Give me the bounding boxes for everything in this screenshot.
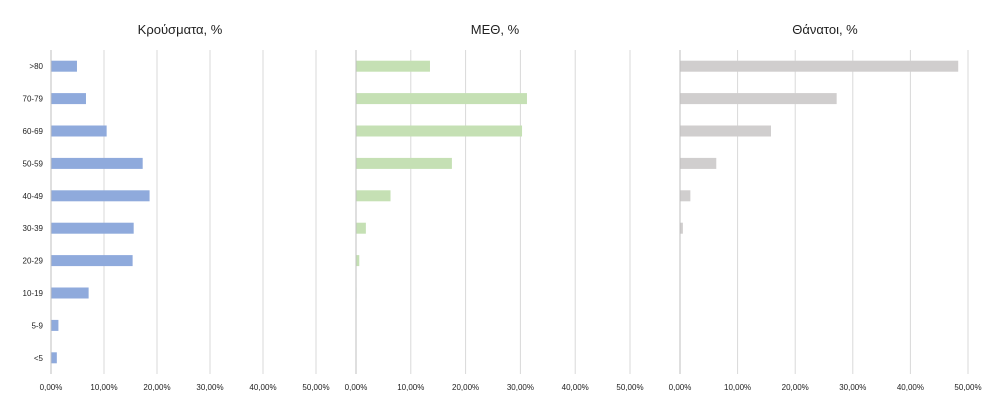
bar-cases xyxy=(51,60,77,72)
bar-deaths xyxy=(680,157,717,169)
bar-icu xyxy=(356,157,452,169)
x-tick-label-deaths: 40,00% xyxy=(897,383,924,392)
x-tick-label-cases: 50,00% xyxy=(302,383,329,392)
x-tick-label-deaths: 0,00% xyxy=(669,383,692,392)
bar-cases xyxy=(51,125,107,137)
bar-cases xyxy=(51,352,57,364)
bar-deaths xyxy=(680,93,837,105)
x-tick-label-cases: 40,00% xyxy=(249,383,276,392)
category-label: 50-59 xyxy=(23,159,44,168)
bar-icu xyxy=(356,255,360,267)
bar-icu xyxy=(356,125,523,137)
bar-cases xyxy=(51,157,143,169)
bar-deaths xyxy=(680,190,691,202)
category-label: >80 xyxy=(29,62,43,71)
x-tick-label-cases: 30,00% xyxy=(196,383,223,392)
bar-deaths xyxy=(680,60,959,72)
panel-title-cases: Κρούσματα, % xyxy=(138,22,223,37)
category-label: 5-9 xyxy=(31,321,43,330)
panel-cases: Κρούσματα, % 0,00% 10,00% 20,00% 30,00% 40,0… xyxy=(23,22,330,392)
x-tick-label-deaths: 20,00% xyxy=(782,383,809,392)
category-label: 70-79 xyxy=(23,95,44,104)
bar-cases xyxy=(51,255,133,267)
bar-deaths xyxy=(680,125,772,137)
panel-icu: ΜΕΘ, % 0,00% 10,00% 20,00% 30,00% 40,00% 50,0… xyxy=(345,22,644,392)
x-tick-label-cases: 20,00% xyxy=(143,383,170,392)
bar-deaths xyxy=(680,222,683,234)
bar-cases xyxy=(51,287,89,299)
x-tick-label-cases: 10,00% xyxy=(90,383,117,392)
x-tick-label-deaths: 50,00% xyxy=(954,383,981,392)
panel-title-icu: ΜΕΘ, % xyxy=(471,22,520,37)
x-tick-label-icu: 40,00% xyxy=(562,383,589,392)
bar-icu xyxy=(356,60,430,72)
category-label: 20-29 xyxy=(23,257,44,266)
x-tick-label-icu: 30,00% xyxy=(507,383,534,392)
x-tick-label-cases: 0,00% xyxy=(40,383,63,392)
category-label: 30-39 xyxy=(23,224,44,233)
x-tick-label-icu: 10,00% xyxy=(397,383,424,392)
bar-icu xyxy=(356,190,391,202)
category-label: 40-49 xyxy=(23,192,44,201)
bar-icu xyxy=(356,222,366,234)
category-label: 60-69 xyxy=(23,127,44,136)
x-tick-label-deaths: 30,00% xyxy=(839,383,866,392)
bar-cases xyxy=(51,319,59,331)
panel-title-deaths: Θάνατοι, % xyxy=(792,22,858,37)
x-tick-label-deaths: 10,00% xyxy=(724,383,751,392)
bar-cases xyxy=(51,93,86,105)
x-tick-label-icu: 0,00% xyxy=(345,383,368,392)
x-tick-label-icu: 20,00% xyxy=(452,383,479,392)
category-label: <5 xyxy=(34,354,44,363)
bar-cases xyxy=(51,222,134,234)
category-label: 10-19 xyxy=(23,289,44,298)
bar-cases xyxy=(51,190,150,202)
x-tick-label-icu: 50,00% xyxy=(616,383,643,392)
bar-icu xyxy=(356,93,527,105)
panel-deaths: Θάνατοι, % 0,00% 10,00% 20,00% 30,00% 40,00%… xyxy=(669,22,982,392)
